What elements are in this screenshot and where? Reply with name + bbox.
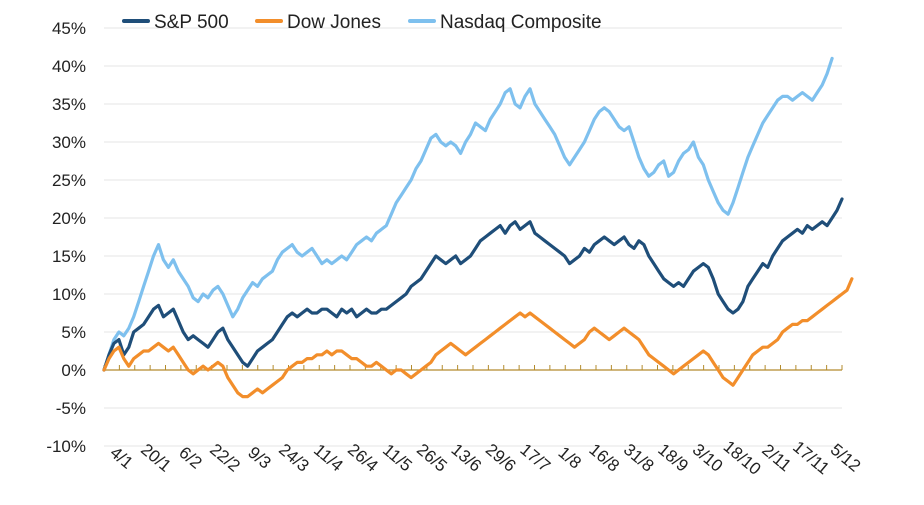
x-tick-label: 18/9 <box>654 440 692 476</box>
x-tick-label: 18/10 <box>720 437 765 479</box>
x-tick-label: 26/5 <box>413 440 451 476</box>
series-line-nasdaq-composite <box>102 56 834 372</box>
y-tick-label: 25% <box>52 171 86 190</box>
x-tick-label: 31/8 <box>620 440 658 476</box>
y-tick-label: 20% <box>52 209 86 228</box>
y-tick-label: 35% <box>52 95 86 114</box>
x-tick-label: 17/11 <box>789 437 833 478</box>
y-tick-label: -5% <box>56 399 86 418</box>
x-tick-label: 29/6 <box>482 440 520 476</box>
y-tick-label: 0% <box>61 361 86 380</box>
series-lines <box>102 56 854 399</box>
x-tick-label: 20/1 <box>137 440 175 476</box>
x-tick-label: 22/2 <box>206 440 244 476</box>
y-tick-label: 5% <box>61 323 86 342</box>
axes: -10% -5% 0% 5% 10% 15% 20% 25% 30% 35% 40% 45% 4/1 20… <box>46 19 864 479</box>
y-tick-label: 40% <box>52 57 86 76</box>
x-tick-label: 6/2 <box>175 443 205 473</box>
x-tick-label: 3/10 <box>689 440 727 476</box>
legend: S&P 500 Dow Jones Nasdaq Composite <box>122 12 602 33</box>
x-tick-label: 26/4 <box>344 440 382 476</box>
gridlines <box>104 27 842 447</box>
legend-label: Nasdaq Composite <box>440 12 602 33</box>
series-line-s-p-500 <box>102 197 844 372</box>
legend-label: S&P 500 <box>154 12 229 33</box>
legend-label: Dow Jones <box>287 12 381 33</box>
y-tick-label: 30% <box>52 133 86 152</box>
series-line-dow-jones <box>102 277 854 399</box>
y-tick-label: 10% <box>52 285 86 304</box>
x-tick-label: 17/7 <box>516 440 554 476</box>
x-tick-label: 13/6 <box>448 440 486 476</box>
x-tick-label: 9/3 <box>244 443 274 473</box>
x-tick-label: 1/8 <box>555 443 585 473</box>
y-tick-label: -10% <box>46 437 86 456</box>
x-tick-label: 5/12 <box>827 440 865 476</box>
x-tick-label: 24/3 <box>275 440 313 476</box>
x-tick-label: 16/8 <box>585 440 623 476</box>
y-tick-label: 15% <box>52 247 86 266</box>
x-tick-label: 4/1 <box>106 443 136 473</box>
y-tick-label: 45% <box>52 19 86 38</box>
